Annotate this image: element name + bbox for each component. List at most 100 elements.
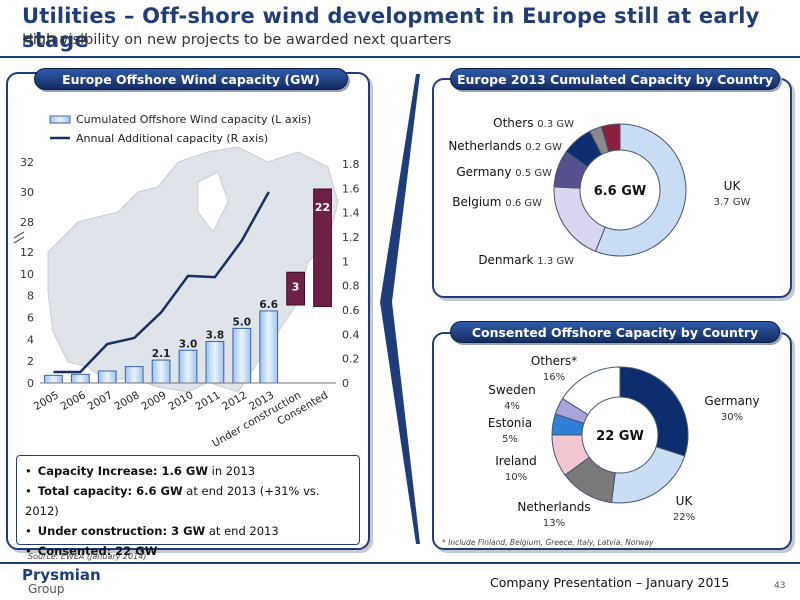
cumulated-capacity-bar <box>232 327 252 384</box>
donut-slice-value: 3.7 GW <box>714 197 751 208</box>
cumulated-capacity-donut: UK 3.7 GW Denmark 1.3 GW Belgium 0.6 GW Germ… <box>448 116 751 267</box>
cumulated-capacity-bar <box>70 373 90 384</box>
x-tick-label: 2009 <box>139 389 168 413</box>
left-panel-banner: Europe Offshore Wind capacity (GW) <box>34 68 348 90</box>
donut-slice-value: 22% <box>673 512 695 523</box>
legend-swatch-bar <box>49 115 71 124</box>
right-top-panel <box>432 78 792 298</box>
donut-slice-value: 10% <box>505 472 527 483</box>
x-tick-label: 2007 <box>86 389 115 413</box>
pipeline-bar-break-mark <box>324 449 334 452</box>
donut-slice-label: Ireland <box>495 454 537 468</box>
footer-divider <box>0 562 800 564</box>
y-left-tick-label: 6 <box>27 312 34 325</box>
donut-slice-germany <box>619 366 689 457</box>
donut-slice-label: Sweden <box>488 383 535 397</box>
y-left-tick-label: 4 <box>27 333 34 346</box>
donut-slice-label: Germany 0.5 GW <box>456 165 552 179</box>
chart-legend: Cumulated Offshore Wind capacity (L axis… <box>49 113 311 145</box>
y-left-tick-label: 10 <box>20 268 34 281</box>
y-right-tick-label: 1.2 <box>342 231 360 244</box>
y-left-tick-label: 2 <box>27 355 34 368</box>
bar-value-label: 2.1 <box>152 348 171 360</box>
cumulated-capacity-bar <box>259 310 279 384</box>
header-divider <box>0 56 800 58</box>
cumulated-capacity-bar <box>44 374 63 384</box>
cumulated-capacity-bar <box>178 349 198 384</box>
donut-slice-label: Others 0.3 GW <box>493 116 574 130</box>
y-right-tick-label: 0.4 <box>342 328 360 341</box>
donut-slice-value: 30% <box>721 412 743 423</box>
page-title: Utilities – Off-shore wind development i… <box>22 4 760 52</box>
bar-value-label: 3.0 <box>179 338 198 350</box>
y-left-tick-label: 28 <box>20 216 34 229</box>
donut-slice-value: 13% <box>543 518 565 529</box>
x-tick-label: 2012 <box>220 389 249 413</box>
y-right-tick-label: 0 <box>342 377 349 390</box>
y-right-tick-label: 0.2 <box>342 353 360 366</box>
bullet-total-capacity: Total capacity: 6.6 GW at end 2013 (+31%… <box>25 481 351 521</box>
x-tick-label: 2005 <box>32 389 61 413</box>
page-number: 43 <box>774 581 786 591</box>
donut-slice-label: Netherlands 0.2 GW <box>448 139 562 153</box>
pipeline-capacity-bar <box>313 188 332 308</box>
cumulated-capacity-bar <box>97 370 117 384</box>
bullet-consented: Consented: 22 GW <box>25 541 351 561</box>
y-right-tick-label: 0.6 <box>342 304 360 317</box>
x-tick-label: 2011 <box>193 389 222 413</box>
y-right-tick-label: 1.6 <box>342 182 360 195</box>
bar-value-label: 6.6 <box>259 299 278 311</box>
donut-slice-label: Estonia <box>488 416 532 430</box>
donut-slice-value: 16% <box>543 372 565 383</box>
y-right-tick-label: 1 <box>342 255 349 268</box>
y-left-tick-label: 8 <box>27 290 34 303</box>
donut-center-label: 6.6 GW <box>594 184 647 199</box>
donut-slice-uk <box>594 123 687 257</box>
donut-slice-label: Germany <box>704 394 759 408</box>
footnote: * Include Finland, Belgium, Greece, Ital… <box>442 538 654 547</box>
right-bottom-banner: Consented Offshore Capacity by Country <box>450 321 780 343</box>
donut-slice-value: 5% <box>502 434 518 445</box>
pipeline-value-label: 3 <box>292 280 300 293</box>
annual-additional-capacity-line <box>53 191 270 374</box>
cumulated-capacity-bar <box>205 341 225 384</box>
donut-slice-label: Others* <box>531 354 577 368</box>
donut-slice-uk <box>610 446 686 504</box>
donut-slice-label: UK <box>724 179 742 193</box>
donut-center-label: 22 GW <box>596 429 644 444</box>
presentation-name: Company Presentation – January 2015 <box>490 575 730 590</box>
source-note: Source: EWEA (January 2014) <box>28 552 147 561</box>
cumulated-capacity-bar <box>151 359 171 384</box>
y-right-tick-label: 0.8 <box>342 280 360 293</box>
bullet-capacity-increase: Capacity Increase: 1.6 GW in 2013 <box>25 461 351 481</box>
y-left-tick-label: 30 <box>20 186 34 199</box>
page-subtitle: High visibility on new projects to be aw… <box>22 32 452 48</box>
right-top-banner: Europe 2013 Cumulated Capacity by Countr… <box>450 68 780 90</box>
donut-slice-label: Belgium 0.6 GW <box>452 195 542 209</box>
bullet-under-construction: Under construction: 3 GW at end 2013 <box>25 521 351 541</box>
y-left-tick-label: 32 <box>20 156 34 169</box>
donut-slice-value: 4% <box>504 401 520 412</box>
x-tick-label: 2010 <box>166 389 195 413</box>
key-figures-list: Capacity Increase: 1.6 GW in 2013 Total … <box>16 455 360 558</box>
x-tick-label: 2006 <box>59 389 88 413</box>
y-right-tick-label: 1.8 <box>342 158 360 171</box>
pipeline-capacity-bar <box>286 271 306 306</box>
cumulated-capacity-bar <box>124 366 144 384</box>
connector-arrow <box>380 74 420 544</box>
y-right-tick-label: 1.4 <box>342 207 360 220</box>
bar-value-label: 5.0 <box>233 316 252 328</box>
y-axis-break-mark <box>13 231 25 244</box>
legend-label-cumulated: Cumulated Offshore Wind capacity (L axis… <box>76 113 311 126</box>
donut-slice-others <box>561 366 621 416</box>
donut-slice-others <box>600 123 621 153</box>
pipeline-value-label: 22 <box>315 201 330 214</box>
y-left-tick-label: 12 <box>20 246 34 259</box>
consented-capacity-donut: Germany 30% UK 22% Netherlands 13% Ireland 10% E… <box>488 354 760 529</box>
donut-slice-label: Netherlands <box>517 500 590 514</box>
company-logo: Prysmian Group <box>22 566 101 597</box>
donut-slice-label: Denmark 1.3 GW <box>478 253 574 267</box>
bar-value-label: 3.8 <box>206 330 225 342</box>
legend-label-annual: Annual Additional capacity (R axis) <box>76 132 268 145</box>
y-left-tick-label: 0 <box>27 377 34 390</box>
